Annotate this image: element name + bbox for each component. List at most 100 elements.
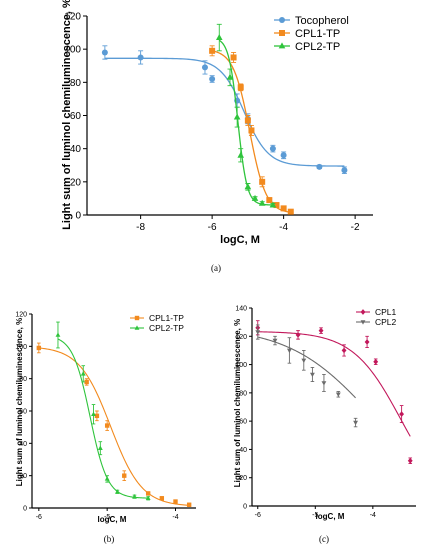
data-point <box>201 64 208 71</box>
data-point <box>230 54 237 61</box>
data-point <box>233 113 241 120</box>
data-point <box>259 178 266 185</box>
data-point <box>244 117 251 124</box>
data-point <box>287 208 294 215</box>
y-tick-label: 20 <box>239 475 247 482</box>
data-point <box>94 413 100 419</box>
series-tocopherol <box>101 45 348 174</box>
data-point <box>237 84 244 91</box>
x-tick-label: -4 <box>172 514 178 521</box>
data-point <box>269 201 277 208</box>
data-point <box>36 345 42 351</box>
data-point <box>335 392 341 397</box>
y-tick-label: 0 <box>243 504 247 511</box>
data-point <box>318 327 324 334</box>
data-point <box>80 371 86 376</box>
series-cpl1-tp <box>209 45 294 215</box>
legend-label: CPL2-TP <box>295 41 340 53</box>
panel-b-caption: (b) <box>104 534 115 544</box>
fit-curve <box>211 50 291 213</box>
y-tick-label: 80 <box>70 78 82 89</box>
y-tick-label: 40 <box>239 447 247 454</box>
data-point <box>295 332 301 338</box>
x-tick-label: -4 <box>370 512 376 519</box>
x-tick-label: -6 <box>255 512 261 519</box>
legend-label: CPL1-TP <box>149 313 184 323</box>
legend-label: Tocopherol <box>295 15 349 27</box>
data-point <box>251 194 259 201</box>
panel-c-xlabel: logC, M <box>316 512 345 521</box>
panel-c-ylabel: Light sum of luminol chemiluminescence, … <box>233 319 242 487</box>
y-tick-label: 100 <box>64 45 81 56</box>
data-point <box>173 499 178 504</box>
panel-a-xlabel: logC, M <box>220 234 260 246</box>
panel-c-caption: (c) <box>319 534 329 544</box>
panel-a: Light sum of luminol chemiluminescence, … <box>61 0 373 273</box>
data-point <box>132 494 137 499</box>
data-point <box>286 348 292 354</box>
fit-curve <box>38 347 190 506</box>
legend-marker <box>360 309 366 315</box>
data-point <box>255 330 261 335</box>
data-point <box>237 151 245 158</box>
panel-b-ylabel: Light sum of luminol chemiluminescence, … <box>15 318 24 486</box>
panel-a-caption: (a) <box>211 263 221 273</box>
y-tick-label: 40 <box>70 144 82 155</box>
legend-marker <box>278 42 286 49</box>
x-tick-label: -2 <box>351 222 360 233</box>
legend-label: CPL2 <box>375 317 397 327</box>
data-point <box>159 496 165 501</box>
x-tick-label: -4 <box>279 222 288 233</box>
panel-a-ylabel: Light sum of luminol chemiluminescence, … <box>61 0 73 230</box>
data-point <box>104 476 110 481</box>
data-point <box>269 145 276 152</box>
y-tick-label: 0 <box>23 506 27 513</box>
fit-curve <box>104 57 345 167</box>
data-point <box>266 197 273 204</box>
data-point <box>258 199 266 206</box>
data-point <box>186 502 192 507</box>
data-point <box>310 372 315 378</box>
x-tick-label: -6 <box>36 514 42 521</box>
y-tick-label: 100 <box>235 362 247 369</box>
y-tick-label: 100 <box>15 344 27 351</box>
y-tick-label: 20 <box>70 177 82 188</box>
panel-b-xlabel: logC, M <box>98 515 127 524</box>
data-point <box>316 163 323 170</box>
series-cpl2-tp <box>215 23 277 208</box>
data-point <box>55 332 61 337</box>
data-point <box>114 489 120 494</box>
series-cpl1 <box>255 320 413 465</box>
data-point <box>399 411 405 417</box>
data-point <box>145 491 151 496</box>
data-point <box>84 379 89 385</box>
y-tick-label: 80 <box>19 376 27 383</box>
y-tick-label: 0 <box>75 211 81 222</box>
data-point <box>280 152 287 159</box>
data-point <box>364 339 370 345</box>
y-tick-label: 120 <box>235 334 247 341</box>
data-point <box>209 47 216 54</box>
y-tick-label: 80 <box>239 390 247 397</box>
y-tick-label: 60 <box>19 409 27 416</box>
y-tick-label: 40 <box>19 441 27 448</box>
panel-a-plot: 0 20 40 60 80 100 120 -8 -6 -4 -2 TocopherolCPL1-TP… <box>64 12 373 233</box>
data-point <box>272 338 278 344</box>
fit-curve <box>57 338 149 499</box>
data-point <box>248 127 255 134</box>
legend-marker <box>134 325 140 330</box>
legend-label: CPL1-TP <box>295 28 340 40</box>
x-tick-label: -5 <box>104 514 110 521</box>
series-cpl2 <box>255 324 358 428</box>
data-point <box>209 76 216 83</box>
data-point <box>321 381 327 386</box>
data-point <box>244 183 252 190</box>
fit-curve <box>257 336 356 399</box>
data-point <box>145 495 151 501</box>
y-tick-label: 120 <box>64 12 81 23</box>
data-point <box>407 457 413 464</box>
data-point <box>97 445 103 450</box>
